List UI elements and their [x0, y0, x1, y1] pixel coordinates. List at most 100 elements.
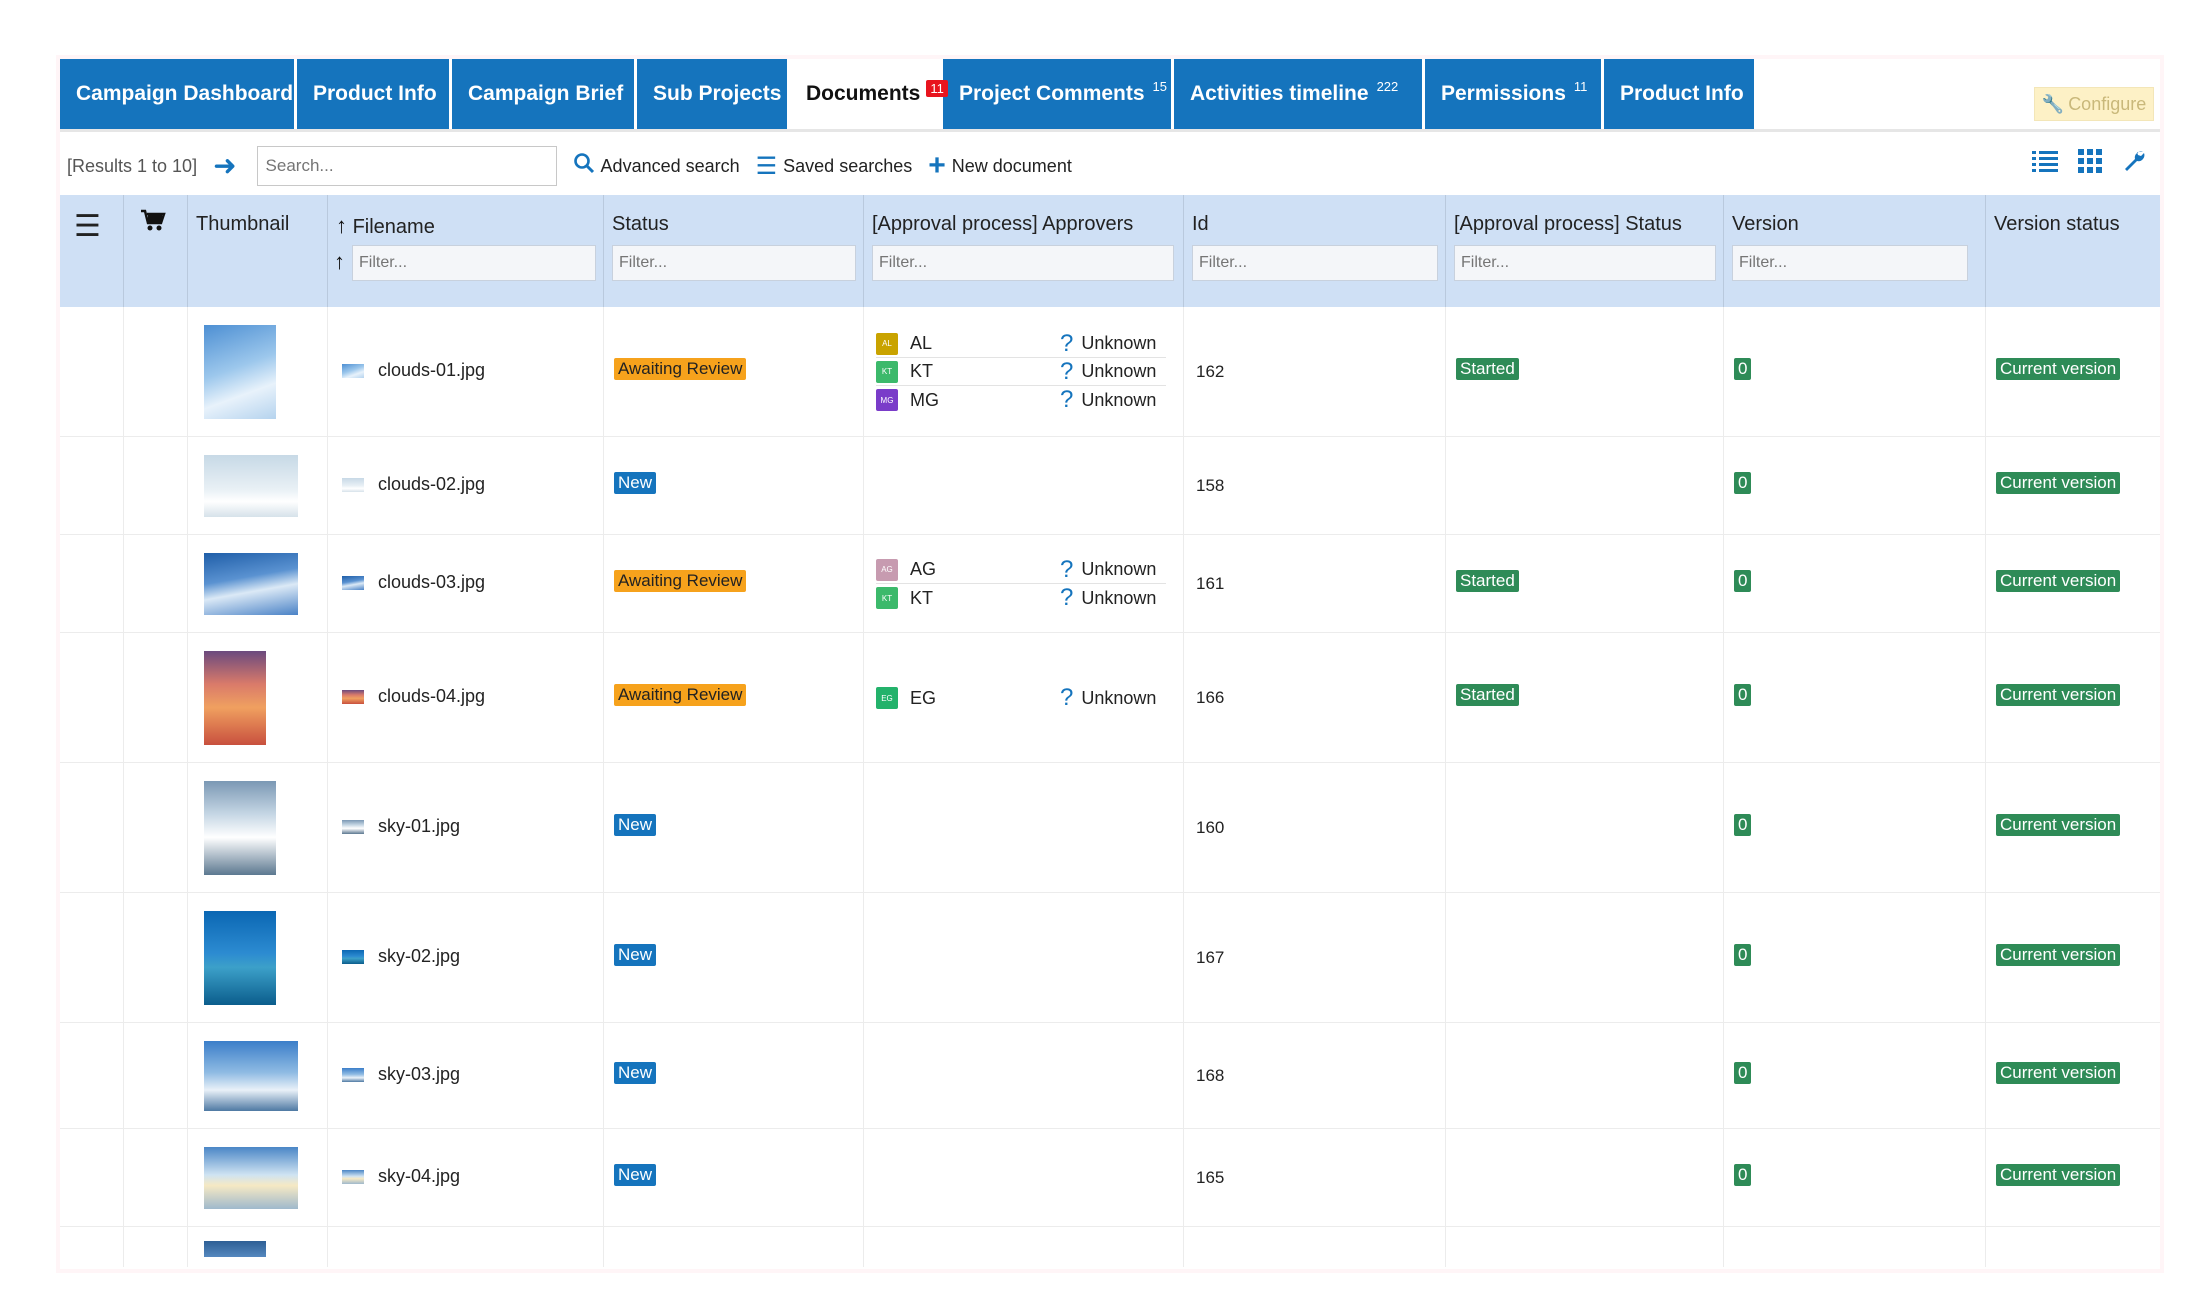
tab-product-info[interactable]: Product Info [1604, 59, 1754, 129]
column-approvers[interactable]: [Approval process] Approvers [864, 195, 1184, 307]
table-row[interactable]: sky-02.jpg New 167 0 Current version [60, 893, 2160, 1023]
table-cell [60, 535, 124, 632]
wrench-icon[interactable] [2122, 149, 2146, 180]
file-type-icon [342, 819, 364, 834]
table-cell [60, 307, 124, 436]
cart-icon[interactable] [140, 209, 166, 238]
table-row[interactable]: clouds-01.jpg Awaiting Review AL AL? Unknown… [60, 307, 2160, 437]
table-row[interactable] [60, 1227, 2160, 1267]
tab-sub-projects[interactable]: Sub Projects [637, 59, 787, 129]
column-filename[interactable]: ↑ Filename ↑ [328, 195, 604, 307]
table-row[interactable]: clouds-04.jpg Awaiting Review EG EG? Unknown… [60, 633, 2160, 763]
configure-button[interactable]: 🔧 Configure [2034, 87, 2154, 121]
arrow-right-icon[interactable]: ➜ [213, 150, 237, 181]
tab-permissions[interactable]: Permissions 11 [1425, 59, 1601, 129]
column-version-status[interactable]: Version status [1986, 195, 2160, 307]
column-label: [Approval process] Status [1454, 213, 1682, 235]
approver-item[interactable]: KT KT? Unknown [876, 358, 1166, 386]
documents-panel: Campaign Dashboard Product Info Campaign B… [60, 59, 2160, 1269]
list-icon: ☰ [755, 152, 778, 180]
sort-arrow-icon[interactable]: ↑ [334, 249, 345, 274]
filename[interactable]: clouds-01.jpg [342, 360, 485, 381]
table-cell [124, 1129, 188, 1226]
table-row[interactable]: sky-04.jpg New 165 0 Current version [60, 1129, 2160, 1227]
thumbnail-image[interactable] [204, 553, 298, 615]
version-badge: 0 [1734, 472, 1752, 494]
filter-input[interactable] [1732, 245, 1968, 281]
table-row[interactable]: clouds-02.jpg New 158 0 Current version [60, 437, 2160, 535]
table-row[interactable]: clouds-03.jpg Awaiting Review AG AG? Unknown… [60, 535, 2160, 633]
filename[interactable]: sky-01.jpg [342, 816, 460, 837]
table-cell [864, 1129, 1184, 1226]
thumbnail-image[interactable] [204, 651, 266, 745]
thumbnail-image[interactable] [204, 781, 276, 875]
status-badge: New [614, 1164, 657, 1186]
table-cell: Current version [1986, 307, 2160, 436]
thumbnail-image[interactable] [204, 1041, 298, 1111]
table-cell [124, 535, 188, 632]
file-type-icon [342, 575, 364, 590]
approver-state: Unknown [1081, 361, 1157, 381]
table-cell [1446, 893, 1724, 1022]
tab-project-comments[interactable]: Project Comments 15 [943, 59, 1171, 129]
approver-item[interactable]: MG MG? Unknown [876, 386, 1166, 414]
column-id[interactable]: Id [1184, 195, 1446, 307]
filename[interactable]: sky-04.jpg [342, 1166, 460, 1187]
advanced-search-button[interactable]: Advanced search [573, 152, 740, 181]
tab-documents[interactable]: Documents 11 [790, 59, 948, 129]
filename[interactable]: clouds-03.jpg [342, 572, 485, 593]
thumbnail-image[interactable] [204, 455, 298, 517]
avatar: KT [876, 587, 898, 609]
filename[interactable]: sky-02.jpg [342, 946, 460, 967]
table-cell [188, 763, 328, 892]
filter-input[interactable] [1454, 245, 1716, 281]
thumbnail-image[interactable] [204, 325, 276, 419]
column-label: Status [612, 213, 669, 235]
filter-input[interactable] [352, 245, 596, 281]
saved-searches-button[interactable]: ☰ Saved searches [756, 152, 913, 181]
tab-campaign-brief[interactable]: Campaign Brief [452, 59, 634, 129]
tab-activities-timeline[interactable]: Activities timeline 222 [1174, 59, 1422, 129]
column-version[interactable]: Version [1724, 195, 1986, 307]
table-row[interactable]: sky-01.jpg New 160 0 Current version [60, 763, 2160, 893]
thumbnail-image[interactable] [204, 911, 276, 1005]
column-thumbnail[interactable]: Thumbnail [188, 195, 328, 307]
column-menu[interactable]: ☰ [60, 195, 124, 307]
hamburger-icon[interactable]: ☰ [74, 210, 101, 243]
filter-input[interactable] [612, 245, 856, 281]
filename[interactable]: clouds-02.jpg [342, 474, 485, 495]
thumbnail-image[interactable] [204, 1241, 266, 1257]
approver-item[interactable]: KT KT? Unknown [876, 584, 1166, 612]
grid-view-icon[interactable] [2078, 149, 2102, 180]
tab-product-info[interactable]: Product Info [297, 59, 449, 129]
search-input[interactable] [256, 146, 557, 186]
avatar: EG [876, 687, 898, 709]
approver-item[interactable]: AL AL? Unknown [876, 330, 1166, 358]
status-badge: New [614, 944, 657, 966]
table-cell: 168 [1184, 1023, 1446, 1128]
column-approval-status[interactable]: [Approval process] Status [1446, 195, 1724, 307]
filter-input[interactable] [872, 245, 1174, 281]
thumbnail-image[interactable] [204, 1147, 298, 1209]
list-view-icon[interactable] [2032, 149, 2058, 180]
filename[interactable]: clouds-04.jpg [342, 686, 485, 707]
sort-arrow-icon[interactable]: ↑ [336, 213, 347, 238]
wrench-icon: 🔧 [2041, 93, 2065, 114]
saved-searches-label: Saved searches [783, 155, 913, 176]
table-header: ☰ Thumbnail ↑ Filename ↑ Status [Approva… [60, 195, 2160, 307]
approver-item[interactable]: AG AG? Unknown [876, 556, 1166, 584]
approver-name: KT [910, 587, 934, 608]
avatar: AG [876, 558, 898, 581]
table-cell: 165 [1184, 1129, 1446, 1226]
column-status[interactable]: Status [604, 195, 864, 307]
table-cell [60, 1227, 124, 1267]
new-document-button[interactable]: + New document [928, 149, 1072, 183]
approver-item[interactable]: EG EG? Unknown [876, 684, 1166, 712]
version-badge: 0 [1734, 358, 1752, 380]
table-row[interactable]: sky-03.jpg New 168 0 Current version [60, 1023, 2160, 1129]
tab-label: Campaign Dashboard [76, 82, 294, 105]
tab-campaign-dashboard[interactable]: Campaign Dashboard [60, 59, 294, 129]
filename[interactable]: sky-03.jpg [342, 1064, 460, 1085]
filter-input[interactable] [1192, 245, 1438, 281]
version-status-badge: Current version [1996, 684, 2121, 706]
